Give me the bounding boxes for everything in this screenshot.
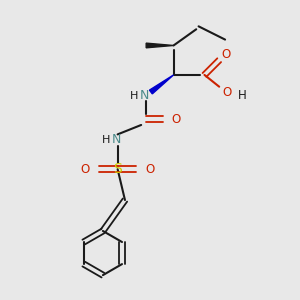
Polygon shape [146, 43, 174, 48]
Text: S: S [113, 162, 122, 176]
Text: N: N [112, 133, 121, 146]
Text: H: H [102, 135, 111, 145]
Text: O: O [172, 112, 181, 126]
Text: N: N [140, 89, 149, 102]
Text: O: O [146, 163, 154, 176]
Text: O: O [221, 48, 230, 61]
Text: H: H [130, 91, 139, 100]
Polygon shape [149, 75, 174, 94]
Text: O: O [81, 163, 90, 176]
Text: H: H [238, 89, 247, 102]
Text: O: O [223, 86, 232, 99]
